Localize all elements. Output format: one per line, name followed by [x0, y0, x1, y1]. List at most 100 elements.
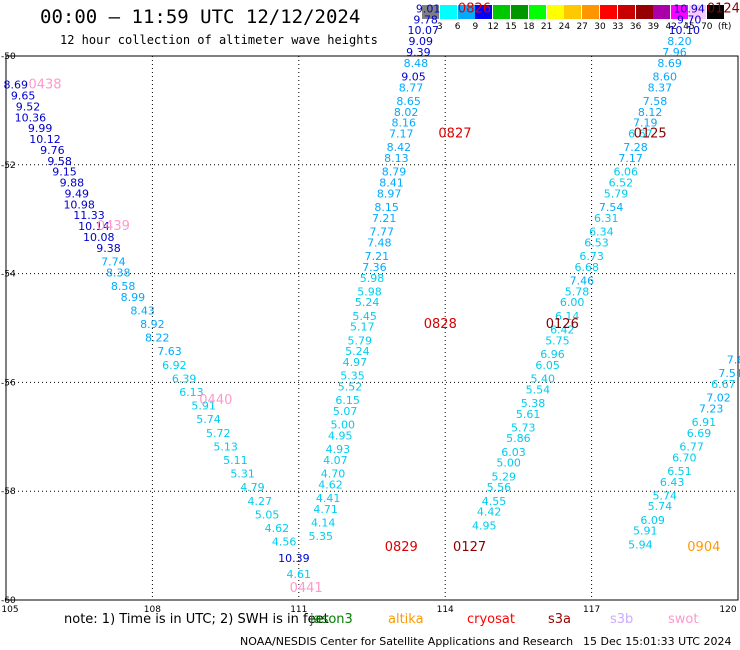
wave-height-value: 5.94 — [628, 538, 653, 551]
wave-height-value: 8.92 — [140, 318, 165, 331]
wave-height-value: 6.43 — [660, 476, 685, 489]
wave-height-value: 5.72 — [206, 427, 231, 440]
wave-height-value: 6.67 — [628, 128, 653, 141]
pass-time-label: 0439 — [97, 219, 130, 234]
wave-height-value: 5.07 — [333, 405, 358, 418]
wave-height-value: 5.54 — [526, 383, 551, 396]
scale-swatch — [653, 5, 671, 19]
wave-height-value: 7.58 — [643, 95, 668, 108]
wave-height-value: 8.12 — [638, 106, 663, 119]
scale-swatch — [600, 5, 617, 19]
longitude-label: 105 — [1, 605, 18, 615]
scale-swatch — [689, 5, 706, 19]
wave-height-value: 5.73 — [511, 421, 536, 434]
wave-height-value: 5.38 — [521, 397, 546, 410]
scale-swatch — [475, 5, 493, 19]
wave-height-value: 8.65 — [396, 95, 421, 108]
wave-height-value: 6.13 — [179, 386, 204, 399]
wave-height-value: 7.23 — [699, 402, 724, 415]
wave-height-value: 5.24 — [345, 345, 370, 358]
wave-height-value: 4.79 — [240, 481, 265, 494]
generation-date: 15 Dec 15:01:33 UTC 2024 — [583, 635, 732, 648]
wave-height-value: 7.51 — [718, 367, 740, 380]
wave-height-value: 5.35 — [309, 530, 334, 543]
wave-height-value: 6.73 — [579, 250, 604, 263]
wave-height-value: 9.05 — [401, 70, 426, 83]
wave-height-value: 5.91 — [191, 400, 216, 413]
wave-height-value: 10.36 — [15, 111, 47, 124]
wave-height-value: 10.08 — [83, 231, 115, 244]
wave-height-value: 8.79 — [382, 166, 407, 179]
scale-label: 30 — [594, 22, 606, 32]
pass-time-label: 0440 — [199, 393, 232, 408]
scale-swatch — [457, 5, 475, 19]
pass-time-label: 0127 — [453, 540, 486, 555]
pass-time-label: 0438 — [28, 78, 61, 93]
wave-height-value: 8.43 — [130, 304, 155, 317]
pass-time-label: 0828 — [424, 317, 457, 332]
latitude-label: -52 — [1, 161, 16, 171]
scale-label: 33 — [612, 22, 624, 32]
wave-height-value: 8.69 — [4, 79, 29, 92]
longitude-label: 114 — [437, 605, 454, 615]
scale-label: 3 — [436, 22, 443, 32]
wave-height-value: 6.15 — [335, 394, 360, 407]
scale-label: 39 — [647, 22, 660, 32]
wave-height-value: 4.61 — [287, 568, 312, 581]
wave-height-value: 9.65 — [11, 90, 36, 103]
wave-height-value: 11.33 — [73, 209, 105, 222]
wave-height-value: 7.6 — [727, 353, 740, 366]
wave-height-value: 8.58 — [111, 280, 136, 293]
wave-height-value: 10.12 — [29, 133, 61, 146]
scale-swatch — [439, 5, 457, 19]
satellite-legend-jason3: jason3 — [310, 612, 353, 627]
wave-height-value: 8.02 — [394, 106, 419, 119]
wave-height-value: 10.94 — [673, 2, 705, 15]
scale-swatch — [511, 5, 528, 19]
wave-height-value: 5.52 — [338, 381, 363, 394]
longitude-label: 111 — [290, 605, 307, 615]
wave-height-value: 6.92 — [162, 359, 187, 372]
wave-height-value: 5.78 — [565, 285, 590, 298]
wave-height-value: 9.38 — [96, 242, 121, 255]
scale-label: 12 — [487, 22, 499, 32]
wave-height-value: 4.62 — [318, 478, 343, 491]
wave-height-value: 8.13 — [384, 152, 409, 165]
wave-height-value: 5.56 — [487, 481, 512, 494]
wave-height-value: 10.10 — [669, 24, 701, 37]
wave-height-value: 5.79 — [348, 334, 373, 347]
wave-height-value: 6.05 — [535, 359, 560, 372]
wave-height-value: 8.42 — [387, 141, 412, 154]
satellite-legend-swot: swot — [668, 612, 699, 627]
wave-height-value: 5.24 — [355, 296, 380, 309]
latitude-label: -50 — [1, 52, 16, 62]
wave-height-value: 4.71 — [313, 503, 338, 516]
wave-height-value: 8.41 — [379, 177, 404, 190]
pass-time-label: 0126 — [546, 317, 579, 332]
scale-swatch — [564, 5, 582, 19]
latitude-label: -60 — [1, 596, 16, 606]
wave-height-value: 5.35 — [340, 370, 365, 383]
wave-height-value: 6.52 — [609, 177, 634, 190]
wave-height-value: 5.13 — [213, 440, 238, 453]
wave-height-value: 7.63 — [157, 345, 182, 358]
latitude-label: -54 — [1, 270, 16, 280]
wave-height-value: 8.69 — [657, 57, 682, 70]
wave-height-value: 5.00 — [330, 419, 355, 432]
wave-height-value: 6.39 — [172, 372, 197, 385]
wave-height-value: 7.46 — [570, 274, 595, 287]
wave-height-value: 7.96 — [662, 46, 687, 59]
satellite-legend-altika: altika — [388, 612, 424, 627]
wave-height-value: 7.17 — [618, 152, 643, 165]
wave-height-value: 9.88 — [60, 177, 85, 190]
wave-height-value: 6.96 — [540, 348, 565, 361]
wave-height-value: 9.09 — [409, 35, 434, 48]
wave-height-value: 8.48 — [404, 57, 429, 70]
wave-height-value: 6.69 — [687, 427, 712, 440]
wave-height-value: 4.95 — [328, 430, 353, 443]
scale-label: (ft) — [717, 22, 732, 32]
page-title: 00:00 – 11:59 UTC 12/12/2024 — [40, 6, 361, 28]
wave-height-value: 6.53 — [584, 236, 609, 249]
wave-height-value: 5.86 — [506, 432, 531, 445]
